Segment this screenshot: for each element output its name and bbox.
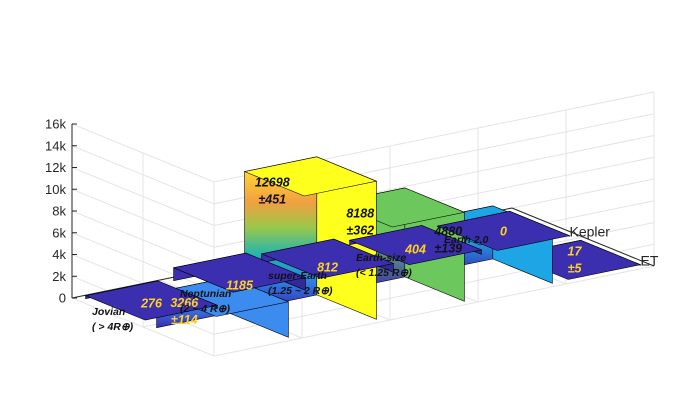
category-label: Earth 2.0 xyxy=(444,234,489,246)
category-label: Earth-size (< 1.25 R⊕) xyxy=(356,252,412,279)
value-label-et: 17 ±5 xyxy=(568,245,583,276)
bar-top-face xyxy=(172,252,307,293)
y-axis-line xyxy=(511,207,655,267)
z-tick-label: 6k xyxy=(52,225,66,240)
value-label-kepler: 276 xyxy=(140,297,163,311)
category-label: super-Earth (1.25 ~ 2 R⊕) xyxy=(268,270,333,297)
z-tick-label: 8k xyxy=(52,204,66,219)
value-label-kepler: 404 xyxy=(404,243,426,257)
z-tick-label: 12k xyxy=(45,160,66,175)
z-tick-label: 4k xyxy=(52,247,66,262)
value-label-et: 8188 ±362 xyxy=(346,207,374,238)
value-label-kepler: 812 xyxy=(317,261,338,275)
value-label-kepler: 0 xyxy=(500,225,507,239)
bar-kepler-1 xyxy=(84,280,219,321)
series-label-et: ET xyxy=(641,253,659,269)
value-label-et: 3266 ±114 xyxy=(170,296,199,327)
bar-top-face xyxy=(348,225,483,266)
value-label-et: 4880 ±139 xyxy=(433,225,462,256)
z-tick-label: 16k xyxy=(45,117,66,132)
z-tick-label: 0 xyxy=(59,291,66,306)
bar-top-face xyxy=(436,210,571,251)
category-label: Jovian( > 4R⊕) xyxy=(92,306,134,333)
bar-kepler-4 xyxy=(348,225,483,266)
bar-kepler-3 xyxy=(260,238,395,279)
grid-line-y xyxy=(71,91,655,183)
value-label-et: 12698 ±451 xyxy=(255,176,290,207)
bar-kepler-5 xyxy=(436,210,571,251)
category-label: Neptunian (2 ~ 4 R⊕) xyxy=(180,288,231,315)
value-label-kepler: 1185 xyxy=(226,279,254,293)
z-tick-label: 2k xyxy=(52,269,66,284)
bar-top-face xyxy=(243,156,378,197)
bar-top-face xyxy=(260,238,395,279)
bars xyxy=(84,156,642,338)
bar-et-2 xyxy=(243,156,378,320)
z-tick-label: 14k xyxy=(45,138,66,153)
bar-kepler-2 xyxy=(172,252,307,293)
z-tick-label: 10k xyxy=(45,182,66,197)
bar-top-face xyxy=(84,280,219,321)
series-label-kepler: Kepler xyxy=(570,224,611,240)
labels: 276 1185 812 404 0 3266 ±114 12698 ±451 8188 ±362 4… xyxy=(92,176,659,333)
floor-line-series xyxy=(213,265,655,357)
